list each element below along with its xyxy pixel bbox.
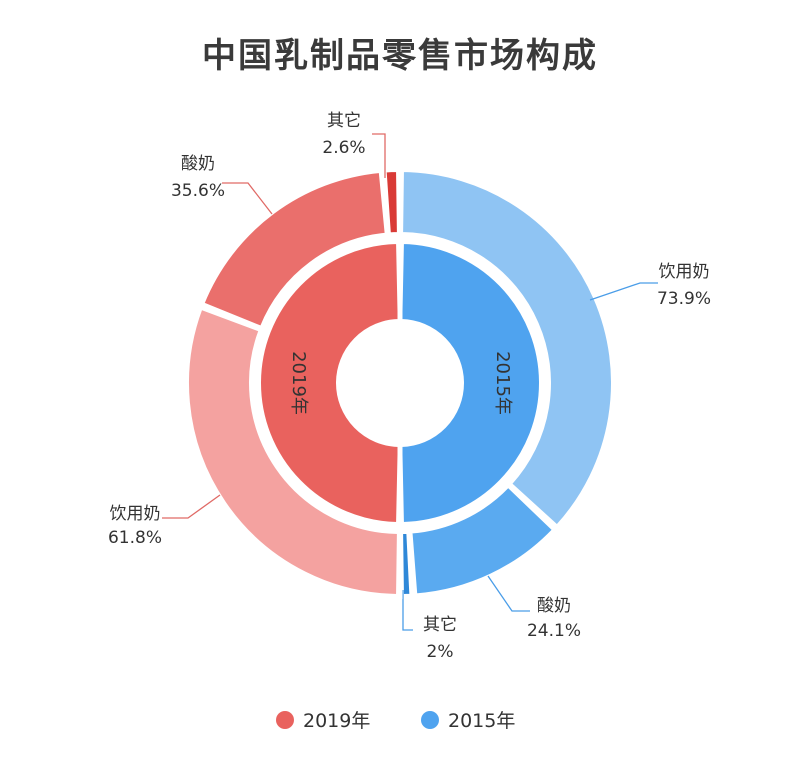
slice-value-2015-1-0: 73.9% (657, 289, 711, 309)
legend-label-0: 2019年 (303, 710, 370, 732)
slice-2015-1-2 (401, 531, 412, 596)
slice-label-2015-1-1: 酸奶 (537, 596, 571, 616)
chart-title: 中国乳制品零售市场构成 (202, 36, 598, 76)
slice-value-2019-0-2: 2.6% (322, 138, 365, 158)
legend-marker-0 (276, 711, 294, 729)
legend-marker-1 (421, 711, 439, 729)
leader-line-2015-1-0 (589, 282, 658, 301)
slice-label-2015-1-0: 饮用奶 (659, 262, 710, 282)
ring-label-2019-0: 2019年 (288, 351, 309, 415)
slice-value-2019-0-1: 35.6% (171, 181, 225, 201)
leader-line-2019-0-1 (222, 182, 273, 215)
slice-label-2019-0-0: 饮用奶 (110, 504, 161, 524)
inner-ring-2019-0 (259, 242, 400, 524)
leader-line-2015-1-2 (402, 590, 413, 631)
slice-2015-1-0 (401, 170, 613, 527)
leader-line-2019-0-2 (372, 133, 386, 178)
inner-ring-2015-1 (400, 242, 541, 524)
slice-value-2015-1-2: 2% (427, 642, 454, 662)
slice-2015-1-1 (410, 485, 555, 596)
slice-label-2019-0-2: 其它 (327, 111, 361, 131)
slice-value-2019-0-0: 61.8% (108, 528, 162, 548)
slice-label-2019-0-1: 酸奶 (181, 154, 215, 174)
leader-line-2019-0-0 (162, 494, 221, 519)
legend-label-1: 2015年 (448, 710, 515, 732)
slice-2019-0-2 (384, 170, 399, 235)
ring-label-2015-1: 2015年 (492, 351, 513, 415)
slice-2019-0-0 (187, 307, 399, 596)
slice-value-2015-1-1: 24.1% (527, 621, 581, 641)
slice-2019-0-1 (202, 170, 387, 329)
slice-label-2015-1-2: 其它 (423, 615, 457, 635)
leader-line-2015-1-1 (487, 575, 530, 612)
